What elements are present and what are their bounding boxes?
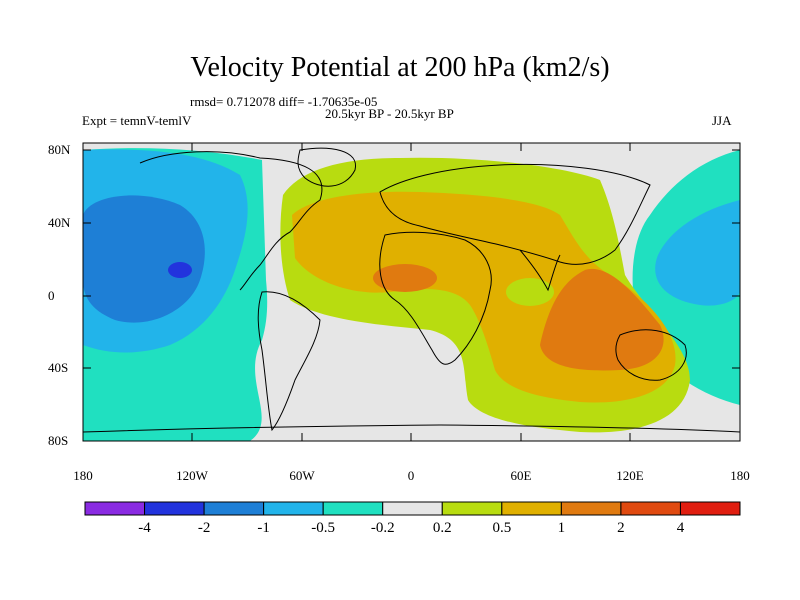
colorbar-swatch bbox=[382, 501, 443, 516]
colorbar-label: 0.2 bbox=[432, 520, 452, 536]
colorbar-label: -0.5 bbox=[311, 520, 336, 536]
coast-north-america bbox=[139, 151, 323, 291]
colorbar-label: 2 bbox=[617, 520, 625, 536]
colorbar-swatch bbox=[441, 501, 503, 516]
colorbar-swatch bbox=[263, 501, 324, 516]
colorbar-label: 1 bbox=[557, 520, 566, 536]
lon-label-120w: 120W bbox=[176, 468, 208, 483]
colorbar-label: 0.5 bbox=[492, 520, 512, 536]
lon-label-180-right: 180 bbox=[730, 468, 750, 483]
lat-label-80n: 80N bbox=[48, 142, 71, 157]
colorbar-swatch bbox=[501, 501, 562, 516]
contour-pos-1-africa bbox=[373, 264, 437, 292]
map-title: Velocity Potential at 200 hPa (km2/s) bbox=[190, 52, 610, 83]
lat-ticks bbox=[83, 149, 740, 442]
season-text: JJA bbox=[712, 113, 732, 128]
colorbar-swatch bbox=[679, 501, 741, 516]
contour-east-neg-0-5 bbox=[655, 200, 740, 306]
colorbar-swatch bbox=[620, 501, 681, 516]
colorbar-swatch bbox=[203, 501, 265, 516]
lat-label-40n: 40N bbox=[48, 215, 71, 230]
colorbar-label: -4 bbox=[138, 520, 151, 536]
contour-neg-1 bbox=[83, 195, 205, 323]
period-text: 20.5kyr BP - 20.5kyr BP bbox=[325, 106, 454, 121]
lon-label-60w: 60W bbox=[289, 468, 315, 483]
colorbar-label: -0.2 bbox=[370, 520, 395, 536]
coast-india bbox=[519, 249, 561, 292]
colorbar-swatch bbox=[560, 501, 622, 516]
lon-ticks bbox=[82, 143, 741, 441]
colorbar bbox=[84, 501, 741, 516]
coast-greenland bbox=[297, 147, 356, 187]
lon-label-60e: 60E bbox=[510, 468, 532, 483]
lat-label-80s: 80S bbox=[48, 433, 69, 448]
lat-label-40s: 40S bbox=[48, 360, 69, 375]
coastlines bbox=[83, 147, 740, 433]
colorbar-label: -1 bbox=[257, 520, 270, 536]
colorbar-swatch bbox=[144, 501, 205, 516]
lon-label-120e: 120E bbox=[616, 468, 644, 483]
lon-label-180-left: 180 bbox=[73, 468, 93, 483]
coast-eurasia bbox=[379, 163, 651, 265]
colorbar-swatch bbox=[322, 501, 384, 516]
lat-label-0: 0 bbox=[48, 288, 55, 303]
contour-neg-2 bbox=[168, 262, 192, 278]
coast-antarctica bbox=[83, 424, 740, 433]
colorbar-label: -2 bbox=[197, 520, 211, 536]
colorbar-label: 4 bbox=[676, 520, 685, 536]
contour-hole-indian bbox=[506, 278, 554, 306]
experiment-text: Expt = temnV-temlV bbox=[82, 113, 192, 128]
lon-label-0: 0 bbox=[407, 468, 415, 483]
contour-pos-1 bbox=[540, 268, 664, 371]
colorbar-swatch bbox=[84, 501, 146, 516]
coast-australia bbox=[615, 329, 687, 381]
coast-south-america bbox=[257, 291, 321, 432]
contour-fills bbox=[83, 143, 740, 441]
coast-africa bbox=[379, 231, 492, 365]
stats-text: rmsd= 0.712078 diff= -1.70635e-05 bbox=[190, 94, 378, 109]
